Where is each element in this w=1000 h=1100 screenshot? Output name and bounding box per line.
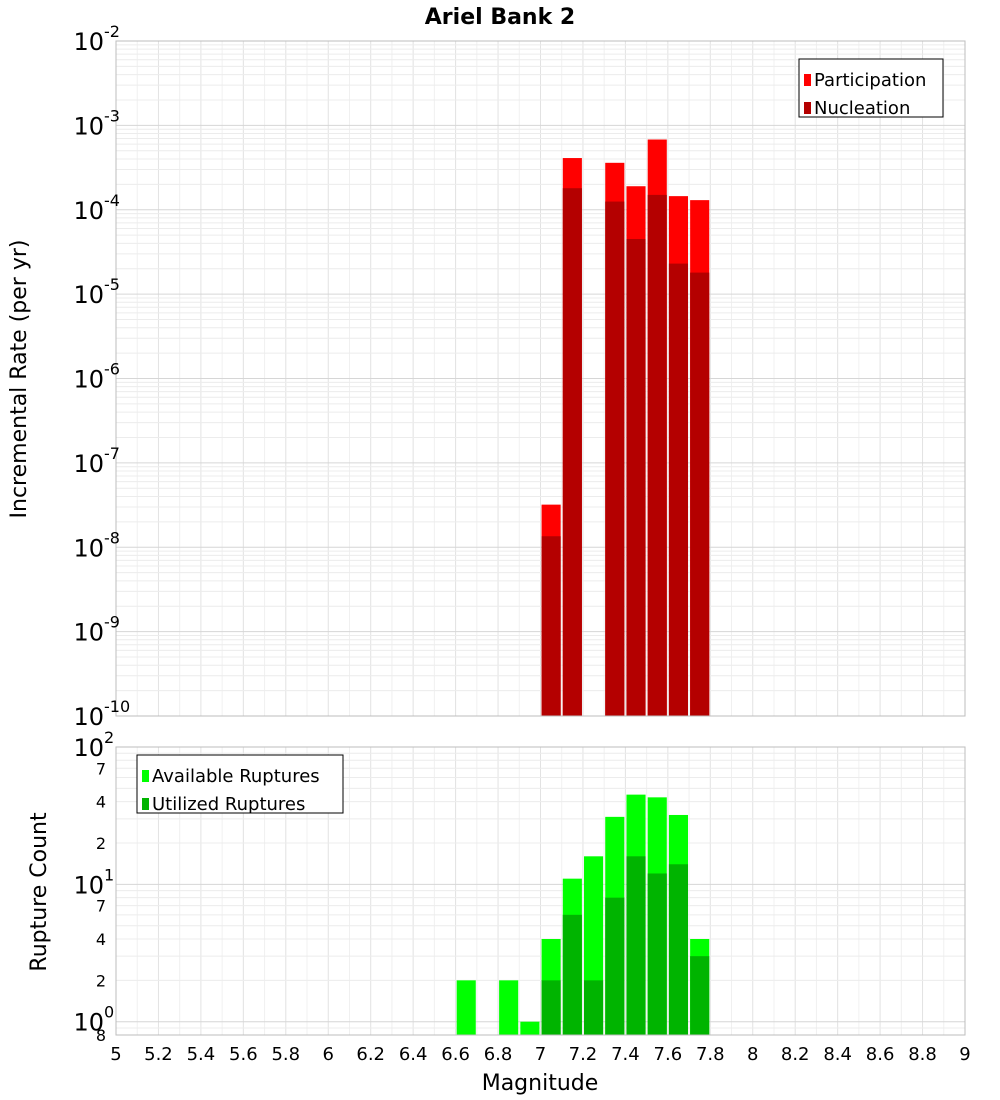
rate-bar-b — [541, 536, 561, 716]
x-tick-label: 5.4 — [187, 1044, 216, 1065]
x-tick-label: 5.2 — [144, 1044, 173, 1065]
rate-y-tick-label: 10 — [73, 112, 104, 140]
count-plot-border — [115, 746, 966, 1036]
rate-legend-label: Nucleation — [814, 98, 910, 119]
x-tick-label: 6.6 — [441, 1044, 470, 1065]
x-tick-label: 8.8 — [908, 1044, 937, 1065]
x-tick-label: 7.4 — [611, 1044, 640, 1065]
rate-y-tick-exponent: -10 — [104, 697, 130, 716]
count-legend: Available Ruptures Utilized Ruptures — [136, 754, 344, 815]
count-y-tick-label: 7 — [96, 897, 106, 916]
rate-y-tick-label: 10 — [73, 197, 104, 225]
rate-y-tick-exponent: -3 — [104, 106, 120, 125]
rate-grid — [115, 40, 966, 717]
count-bar-b — [541, 980, 561, 1035]
rate-y-tick-label: 10 — [73, 534, 104, 562]
rate-legend-box — [798, 58, 944, 118]
count-y-tick-label: 7 — [96, 759, 106, 778]
count-y-tick-label: 2 — [96, 834, 106, 853]
rate-y-tick-exponent: -4 — [104, 191, 120, 210]
rate-panel: 10-210-310-410-510-610-710-810-910-10 In… — [7, 22, 966, 731]
x-ticks: 5 5.2 5.4 5.6 5.8 6 6.2 6.4 6.6 6.8 7 7.2 7.4 7.6 7.8 8… — [110, 1044, 970, 1065]
x-tick-label: 6.2 — [356, 1044, 385, 1065]
rate-bar-b — [626, 239, 646, 716]
x-axis-label: Magnitude — [482, 1071, 599, 1096]
rate-y-tick-label: 10 — [73, 450, 104, 478]
rate-y-tick-label: 10 — [73, 28, 104, 56]
rate-legend: Participation Nucleation — [798, 58, 944, 119]
rate-y-tick-exponent: -6 — [104, 360, 120, 379]
rate-y-tick-exponent: -9 — [104, 613, 120, 632]
rate-legend-swatch — [804, 74, 811, 86]
x-tick-label: 6.8 — [484, 1044, 513, 1065]
count-y-tick-label: 4 — [96, 930, 106, 949]
count-y-tick-label: 2 — [96, 971, 106, 990]
count-legend-label: Available Ruptures — [152, 766, 320, 787]
rate-bar-b — [668, 263, 689, 716]
count-y-tick-label: 10 — [73, 734, 104, 762]
x-tick-label: 7.2 — [569, 1044, 598, 1065]
chart-title: Ariel Bank 2 — [425, 5, 575, 30]
x-tick-label: 5.8 — [271, 1044, 300, 1065]
rate-legend-swatch — [804, 102, 811, 114]
count-grid — [115, 746, 966, 1036]
rate-y-tick-exponent: -2 — [104, 22, 120, 41]
count-bar-b — [647, 873, 667, 1035]
count-y-axis-label: Rupture Count — [27, 812, 52, 972]
count-legend-swatch — [142, 798, 149, 810]
count-y-tick-exponent: 0 — [104, 1003, 114, 1022]
rate-y-tick-label: 10 — [73, 703, 104, 731]
count-legend-swatch — [142, 770, 149, 782]
rate-bars — [541, 139, 710, 717]
rate-bar-b — [562, 188, 582, 717]
x-tick-label: 8.4 — [823, 1044, 852, 1065]
count-bar-a — [499, 980, 519, 1035]
count-bars — [456, 794, 710, 1035]
rate-y-axis-label: Incremental Rate (per yr) — [7, 240, 32, 519]
rate-legend-label: Participation — [814, 70, 926, 91]
rate-plot-border — [115, 40, 966, 717]
rate-y-tick-exponent: -5 — [104, 275, 120, 294]
x-tick-label: 7.6 — [654, 1044, 683, 1065]
count-bar-b — [562, 914, 582, 1035]
rate-bar-b — [647, 194, 667, 716]
x-tick-label: 9 — [959, 1044, 970, 1065]
count-legend-label: Utilized Ruptures — [152, 794, 305, 815]
rate-bar-b — [605, 201, 625, 716]
rate-y-tick-label: 10 — [73, 281, 104, 309]
count-bar-b — [668, 864, 689, 1035]
x-tick-label: 8 — [747, 1044, 758, 1065]
x-tick-label: 5.6 — [229, 1044, 258, 1065]
count-bar-b — [626, 856, 646, 1035]
count-bar-a — [520, 1021, 540, 1035]
count-legend-box — [136, 754, 344, 814]
x-tick-label: 8.2 — [781, 1044, 810, 1065]
x-tick-label: 6.4 — [399, 1044, 428, 1065]
rate-y-tick-label: 10 — [73, 366, 104, 394]
count-bar-b — [690, 956, 710, 1035]
count-y-tick-label: 10 — [73, 1009, 104, 1037]
x-tick-label: 7.8 — [696, 1044, 725, 1065]
count-y-tick-exponent: 2 — [104, 728, 114, 747]
x-tick-label: 7 — [535, 1044, 546, 1065]
count-y-tick-label: 4 — [96, 793, 106, 812]
rate-y-tick-exponent: -8 — [104, 528, 120, 547]
rate-y-tick-label: 10 — [73, 619, 104, 647]
count-bar-b — [605, 897, 625, 1035]
x-tick-label: 8.6 — [866, 1044, 895, 1065]
count-bar-a — [456, 980, 476, 1035]
x-tick-label: 6 — [323, 1044, 334, 1065]
count-bar-b — [584, 980, 604, 1035]
x-tick-label: 5 — [110, 1044, 121, 1065]
count-y-tick-label: 8 — [96, 1026, 106, 1045]
rate-bar-b — [690, 272, 710, 716]
count-y-tick-label: 10 — [73, 871, 104, 899]
count-y-tick-exponent: 1 — [104, 865, 114, 884]
rate-y-tick-exponent: -7 — [104, 444, 120, 463]
rate-y-ticks: 10-210-310-410-510-610-710-810-910-10 — [73, 22, 130, 731]
